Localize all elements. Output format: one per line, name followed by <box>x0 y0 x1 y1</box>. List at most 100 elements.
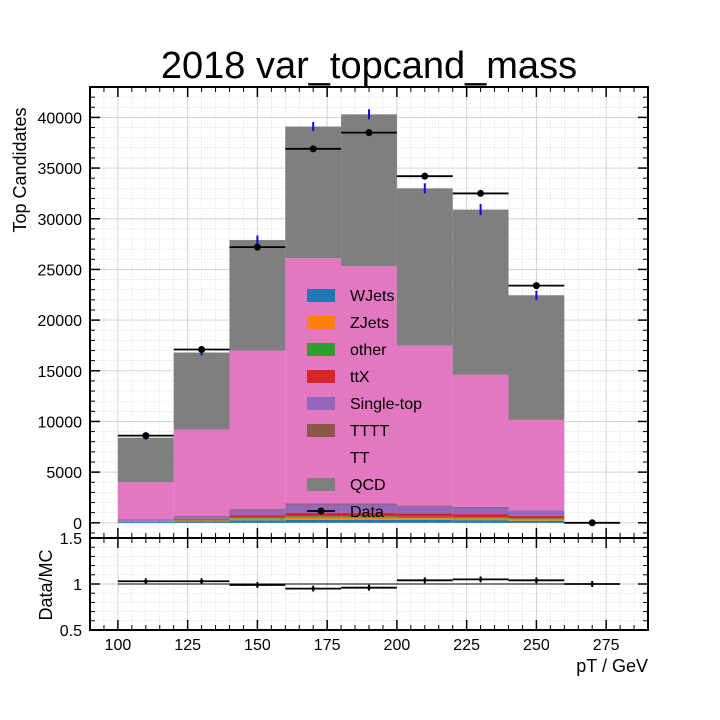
ratio-panel-ticks: 0.5 1 1.5 100 125 150 175 200 225 250 275 <box>60 531 649 654</box>
main-panel-ticks: 0 5000 10000 15000 20000 25000 30000 35000 40000 <box>38 86 649 538</box>
bar-qcd <box>117 437 174 483</box>
ratio-point <box>144 579 148 584</box>
legend-marker-data <box>317 507 325 515</box>
bar-wjets <box>229 520 286 523</box>
y-tick-label: 35000 <box>38 161 83 178</box>
y-tick-label: 5000 <box>46 465 82 482</box>
bar-zjets <box>396 518 453 520</box>
bar-tttt <box>229 509 286 510</box>
x-tick-label: 275 <box>593 637 620 654</box>
legend-label-zjets: ZJets <box>350 315 389 332</box>
legend-swatch-qcd <box>307 478 335 491</box>
bar-tt <box>173 429 230 516</box>
legend-label-other: other <box>350 342 387 359</box>
legend-label-tt: TT <box>350 450 370 467</box>
bar-zjets <box>173 520 230 522</box>
bar-wjets <box>396 519 453 523</box>
ratio-point <box>311 586 316 591</box>
bar-tt <box>396 345 453 506</box>
ratio-point <box>367 585 371 590</box>
bar-wjets <box>285 519 342 523</box>
bar-zjets <box>341 517 397 520</box>
bar-wjets <box>173 521 230 523</box>
ratio-point <box>255 583 260 587</box>
ratio-y-tick-label: 1 <box>73 577 82 594</box>
data-point <box>588 519 596 527</box>
data-point <box>142 432 150 440</box>
bar-tt <box>508 419 565 511</box>
ratio-y-axis-label: Data/MC <box>36 549 56 620</box>
stacked-histogram <box>117 114 565 523</box>
y-tick-label: 0 <box>73 516 82 533</box>
legend-swatch-single-top <box>307 397 335 410</box>
ratio-point <box>199 579 204 584</box>
bar-single-top <box>341 504 397 513</box>
bar-tttt <box>341 503 397 505</box>
x-tick-label: 125 <box>174 637 201 654</box>
bar-tttt <box>452 506 509 508</box>
bar-single-top <box>229 509 286 516</box>
x-tick-label: 250 <box>523 637 550 654</box>
bar-other <box>341 516 397 518</box>
ratio-y-tick-label: 0.5 <box>60 623 82 640</box>
chart-title: 2018 var_topcand_mass <box>161 45 577 87</box>
bar-wjets <box>452 520 509 523</box>
bar-ttx <box>396 513 453 517</box>
bar-qcd <box>508 295 565 420</box>
x-tick-label: 175 <box>314 637 341 654</box>
x-axis-label: pT / GeV <box>576 656 648 676</box>
y-tick-label: 30000 <box>38 212 83 229</box>
bar-qcd <box>173 352 230 430</box>
y-tick-label: 10000 <box>38 414 83 431</box>
bar-ttx <box>508 515 565 519</box>
legend-swatch-tttt <box>307 424 335 437</box>
bar-wjets <box>341 519 397 523</box>
bar-ttx <box>452 514 509 518</box>
bar-other <box>173 519 230 521</box>
legend-label-wjets: WJets <box>350 288 394 305</box>
y-axis-label: Top Candidates <box>10 107 30 232</box>
bar-single-top <box>117 519 174 521</box>
x-tick-label: 100 <box>105 637 132 654</box>
ratio-point <box>534 578 539 583</box>
y-tick-label: 20000 <box>38 313 83 330</box>
x-tick-label: 225 <box>453 637 480 654</box>
bar-tttt <box>508 510 565 511</box>
bar-zjets <box>508 519 565 521</box>
data-point <box>532 282 540 290</box>
y-tick-label: 25000 <box>38 262 83 279</box>
bar-tttt <box>396 505 453 507</box>
data-point <box>421 172 429 180</box>
ratio-point <box>478 577 483 582</box>
bar-tt <box>229 350 286 510</box>
bar-single-top <box>508 510 565 516</box>
ratio-y-tick-label: 1.5 <box>60 531 82 548</box>
ratio-point <box>590 582 594 586</box>
bar-tt <box>341 266 397 504</box>
bar-zjets <box>229 518 286 521</box>
bar-ttx <box>229 515 286 518</box>
legend-label-data: Data <box>350 504 384 521</box>
bar-qcd <box>229 240 286 351</box>
bar-single-top <box>396 506 453 514</box>
bar-tt <box>117 482 174 520</box>
data-point <box>365 129 373 137</box>
bar-ttx <box>341 512 397 517</box>
x-tick-label: 150 <box>244 637 271 654</box>
legend-label-tttt: TTTT <box>350 423 389 440</box>
bar-qcd <box>452 209 509 375</box>
legend-swatch-other <box>307 343 335 356</box>
bar-tt <box>452 374 509 507</box>
legend-label-qcd: QCD <box>350 477 386 494</box>
bar-zjets <box>285 517 342 520</box>
legend-swatch-tt <box>307 451 335 464</box>
legend-swatch-ttx <box>307 370 335 383</box>
ratio-point <box>423 578 427 583</box>
legend-label-ttx: ttX <box>350 369 370 386</box>
bar-qcd <box>396 188 453 346</box>
bar-ttx <box>117 520 174 522</box>
bar-other <box>508 518 565 520</box>
bar-single-top <box>173 515 230 519</box>
legend-swatch-zjets <box>307 316 335 329</box>
